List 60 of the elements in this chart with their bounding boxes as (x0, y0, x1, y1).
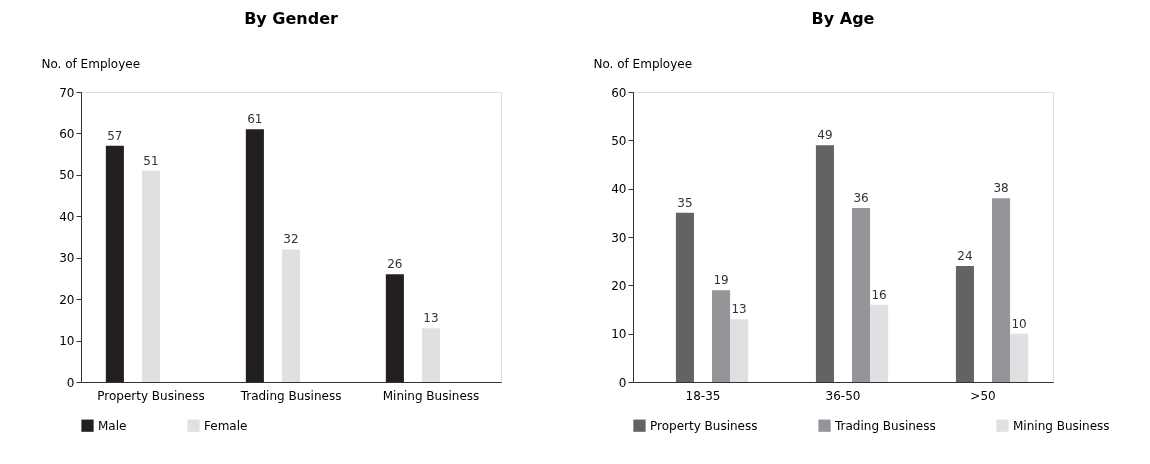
bar (141, 170, 161, 382)
y-tick-label: 20 (59, 292, 75, 307)
data-label: 16 (871, 287, 887, 302)
y-tick-label: 50 (611, 133, 627, 148)
bar (385, 274, 404, 382)
bar (955, 266, 974, 382)
y-tick-label: 60 (611, 85, 627, 100)
data-label: 57 (107, 128, 123, 143)
data-label: 13 (731, 302, 747, 317)
data-label: 32 (283, 232, 299, 247)
chart-title: By Gender (244, 9, 338, 28)
x-tick-label: Mining Business (382, 388, 480, 403)
x-tick-label: 36-50 (825, 388, 861, 403)
bar (852, 208, 871, 382)
y-tick-label: 30 (611, 230, 627, 245)
bar (730, 319, 749, 382)
y-tick-label: 70 (59, 85, 75, 100)
bar (105, 145, 124, 382)
data-label: 61 (247, 112, 263, 127)
legend-label: Female (204, 418, 248, 433)
data-label: 35 (677, 195, 693, 210)
bar (870, 304, 889, 382)
legend-label: Male (98, 418, 127, 433)
bar (815, 145, 834, 382)
y-tick-label: 0 (66, 375, 75, 390)
y-tick-label: 30 (59, 251, 75, 266)
bar (1010, 333, 1029, 382)
y-tick-label: 60 (59, 126, 75, 141)
y-tick-label: 20 (611, 278, 627, 293)
y-tick-label: 50 (59, 168, 75, 183)
data-label: 24 (957, 249, 973, 263)
bar (992, 198, 1011, 382)
y-axis-title: No. of Employee (593, 56, 693, 71)
y-tick-label: 40 (59, 209, 75, 224)
data-label: 10 (1011, 316, 1027, 331)
chart-title: By Age (811, 9, 875, 28)
data-label: 13 (423, 311, 439, 326)
x-tick-label: 18-35 (685, 388, 721, 403)
y-tick-label: 10 (611, 327, 627, 342)
data-label: 36 (853, 191, 869, 205)
y-tick-label: 40 (611, 182, 627, 197)
bar (281, 249, 301, 382)
bar (245, 129, 264, 382)
data-label: 26 (387, 257, 403, 272)
y-tick-label: 10 (59, 334, 75, 349)
y-axis-title: No. of Employee (41, 56, 141, 71)
data-label: 38 (993, 181, 1009, 196)
x-tick-label: Trading Business (239, 388, 342, 403)
legend-label: Mining Business (1013, 418, 1110, 433)
legend-label: Property Business (650, 418, 758, 433)
x-tick-label: >50 (970, 388, 996, 403)
data-label: 49 (817, 128, 833, 143)
data-label: 19 (713, 273, 729, 288)
y-tick-label: 0 (618, 375, 627, 390)
legend-label: Trading Business (834, 418, 936, 433)
x-tick-label: Property Business (97, 388, 205, 403)
bar (675, 212, 694, 382)
bar (421, 328, 441, 382)
data-label: 51 (143, 153, 159, 168)
bar (712, 290, 731, 382)
